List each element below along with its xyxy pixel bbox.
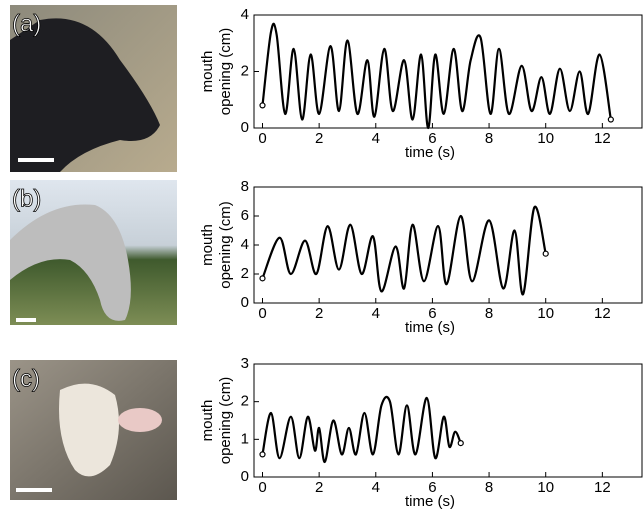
x-tick-label: 4 bbox=[372, 130, 380, 147]
end-marker bbox=[607, 116, 614, 123]
plot-frame bbox=[253, 14, 643, 129]
plot-frame bbox=[253, 363, 643, 478]
panel-label: (a) bbox=[12, 10, 41, 37]
x-tick-label: 2 bbox=[315, 130, 323, 147]
x-tick-label: 4 bbox=[372, 479, 380, 496]
x-tick-label: 2 bbox=[315, 305, 323, 322]
x-tick-label: 0 bbox=[258, 305, 266, 322]
y-tick-label: 1 bbox=[241, 430, 249, 447]
data-line bbox=[261, 205, 547, 296]
end-marker bbox=[542, 250, 549, 257]
x-axis-label: time (s) bbox=[405, 319, 455, 336]
x-tick-label: 12 bbox=[594, 479, 611, 496]
y-tick-label: 4 bbox=[241, 6, 249, 23]
x-tick-label: 6 bbox=[428, 130, 436, 147]
x-tick-label: 8 bbox=[485, 130, 493, 147]
end-marker bbox=[259, 275, 266, 282]
x-tick-label: 6 bbox=[428, 479, 436, 496]
end-marker bbox=[259, 102, 266, 109]
end-marker bbox=[259, 451, 266, 458]
data-line bbox=[261, 395, 462, 464]
x-tick-label: 0 bbox=[258, 479, 266, 496]
y-tick-label: 6 bbox=[241, 207, 249, 224]
y-tick-label: 4 bbox=[241, 236, 249, 253]
x-axis-label: time (s) bbox=[405, 493, 455, 510]
y-tick-label: 0 bbox=[241, 294, 249, 311]
x-tick-label: 8 bbox=[485, 479, 493, 496]
y-tick-label: 3 bbox=[241, 355, 249, 372]
y-axis-label: opening (cm) bbox=[217, 28, 234, 116]
y-axis-label: mouth bbox=[199, 400, 216, 442]
x-tick-label: 6 bbox=[428, 305, 436, 322]
y-tick-label: 2 bbox=[241, 265, 249, 282]
y-tick-label: 0 bbox=[241, 468, 249, 485]
y-axis-label: opening (cm) bbox=[217, 201, 234, 289]
photo-horse bbox=[10, 180, 177, 325]
y-axis-label: opening (cm) bbox=[217, 377, 234, 465]
x-tick-label: 10 bbox=[537, 305, 554, 322]
x-tick-label: 4 bbox=[372, 305, 380, 322]
x-tick-label: 10 bbox=[537, 479, 554, 496]
plot-frame bbox=[253, 186, 643, 304]
x-tick-label: 10 bbox=[537, 130, 554, 147]
x-tick-label: 0 bbox=[258, 130, 266, 147]
x-axis-label: time (s) bbox=[405, 144, 455, 161]
end-marker bbox=[457, 440, 464, 447]
y-tick-label: 2 bbox=[241, 62, 249, 79]
panel-label: (b) bbox=[12, 185, 41, 212]
y-tick-label: 0 bbox=[241, 119, 249, 136]
x-tick-label: 12 bbox=[594, 130, 611, 147]
photo-cow bbox=[10, 5, 177, 173]
y-tick-label: 2 bbox=[241, 393, 249, 410]
y-axis-label: mouth bbox=[199, 51, 216, 93]
x-tick-label: 2 bbox=[315, 479, 323, 496]
y-axis-label: mouth bbox=[199, 224, 216, 266]
panel-label: (c) bbox=[12, 365, 40, 392]
x-tick-label: 8 bbox=[485, 305, 493, 322]
x-tick-label: 12 bbox=[594, 305, 611, 322]
data-line bbox=[261, 22, 612, 130]
y-tick-label: 8 bbox=[241, 178, 249, 195]
photo-sheep bbox=[10, 360, 177, 500]
